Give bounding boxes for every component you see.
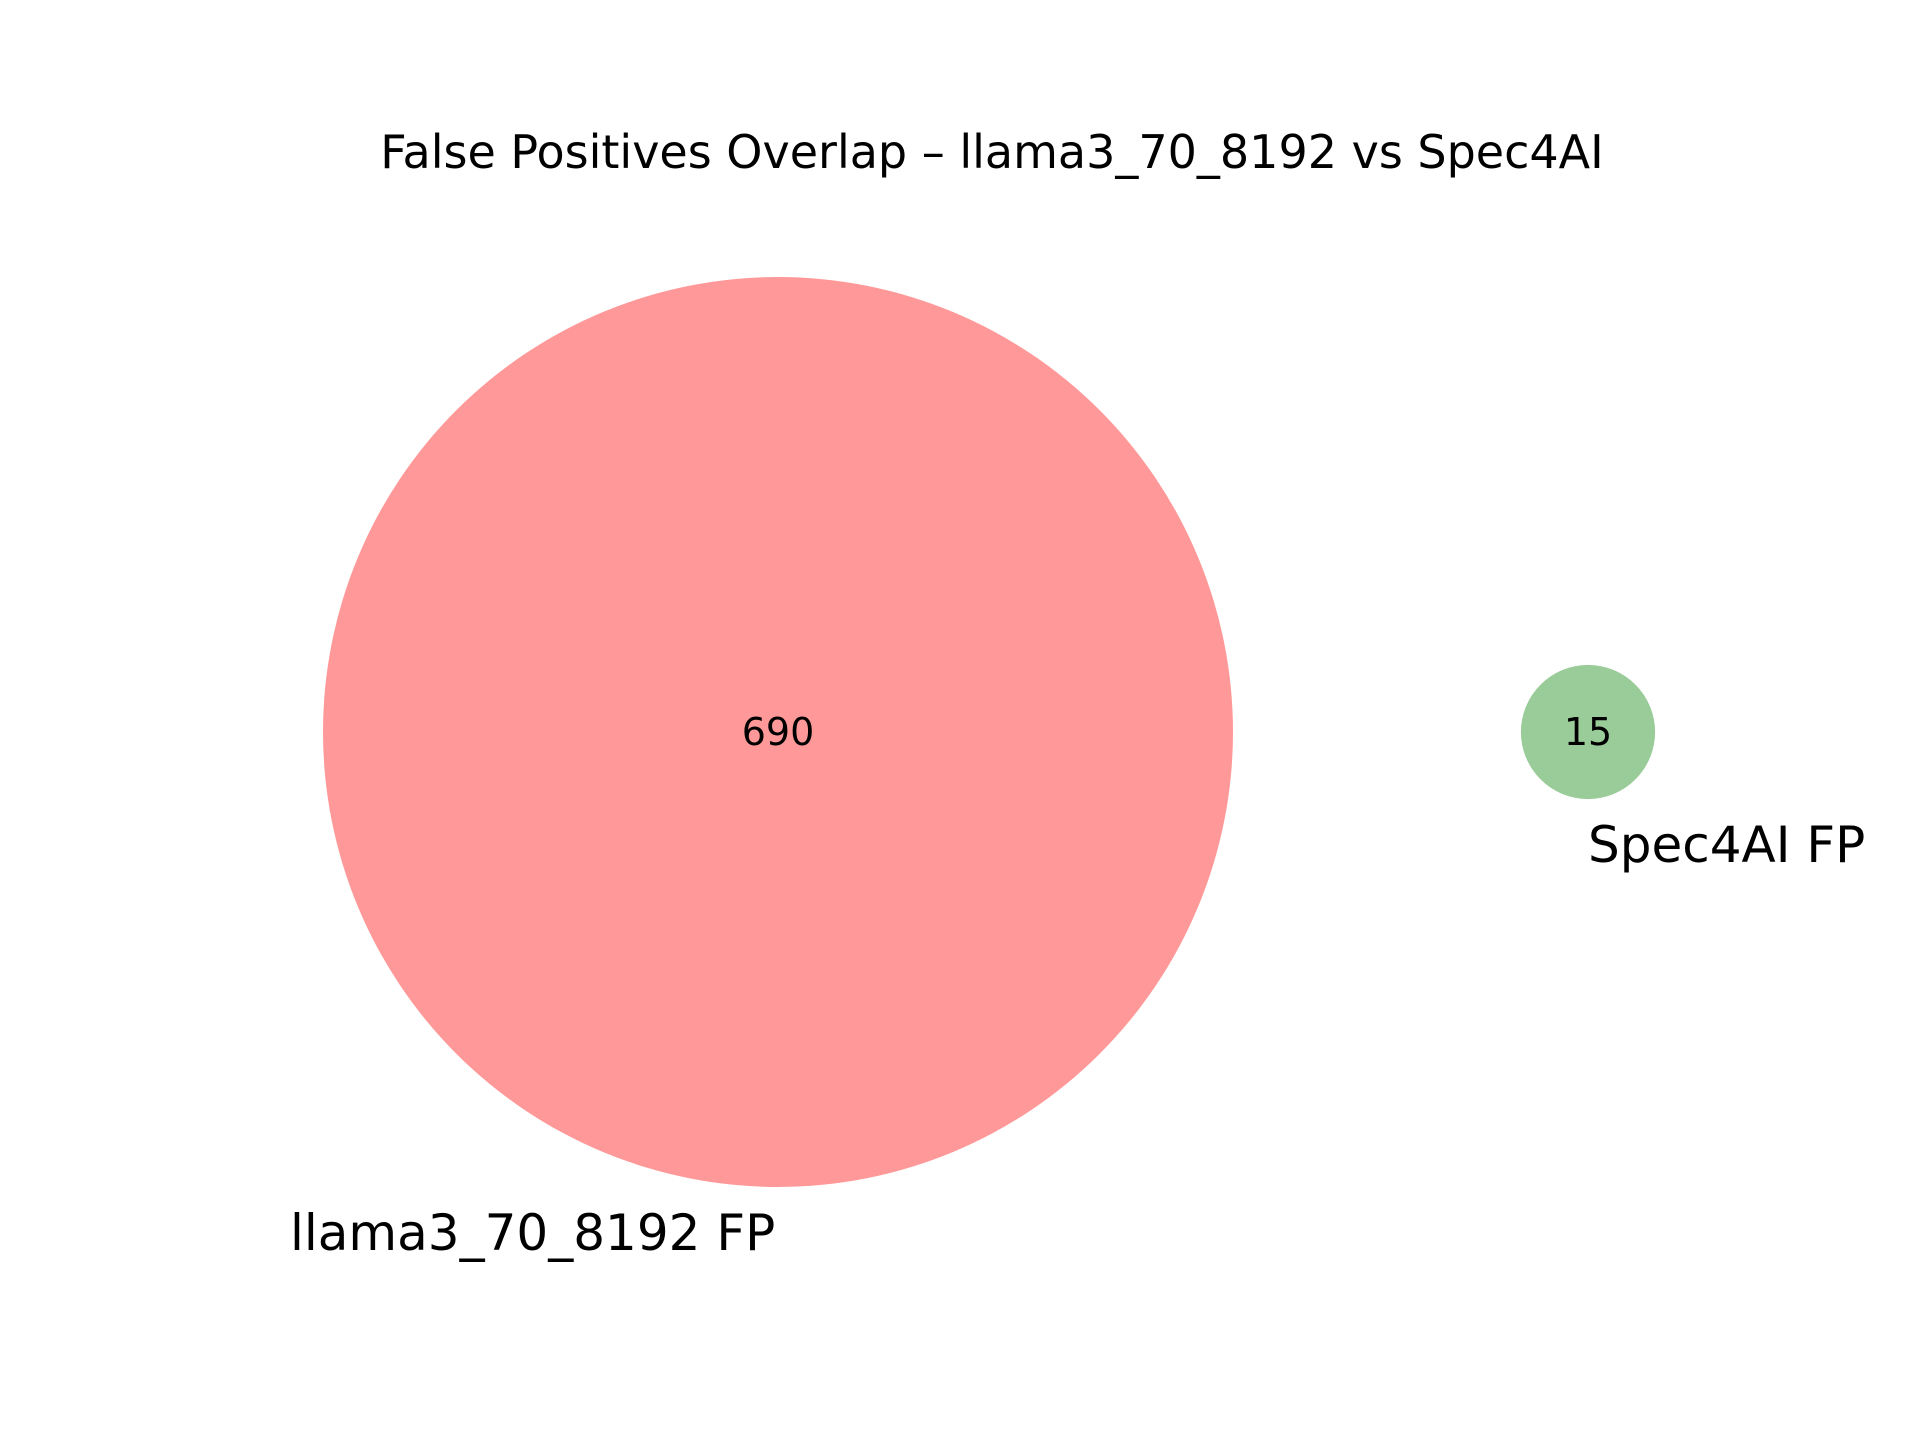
set-label-llama3: llama3_70_8192 FP [290, 1204, 775, 1262]
count-label-llama3: 690 [742, 710, 815, 754]
venn-layer: 690 15 llama3_70_8192 FP Spec4AI FP [290, 277, 1865, 1262]
set-circle-llama3 [323, 277, 1233, 1187]
set-label-spec4ai: Spec4AI FP [1588, 816, 1865, 874]
set-circle-spec4ai [1520, 664, 1656, 800]
count-label-spec4ai: 15 [1564, 710, 1612, 754]
chart-title: False Positives Overlap – llama3_70_8192… [380, 125, 1603, 179]
